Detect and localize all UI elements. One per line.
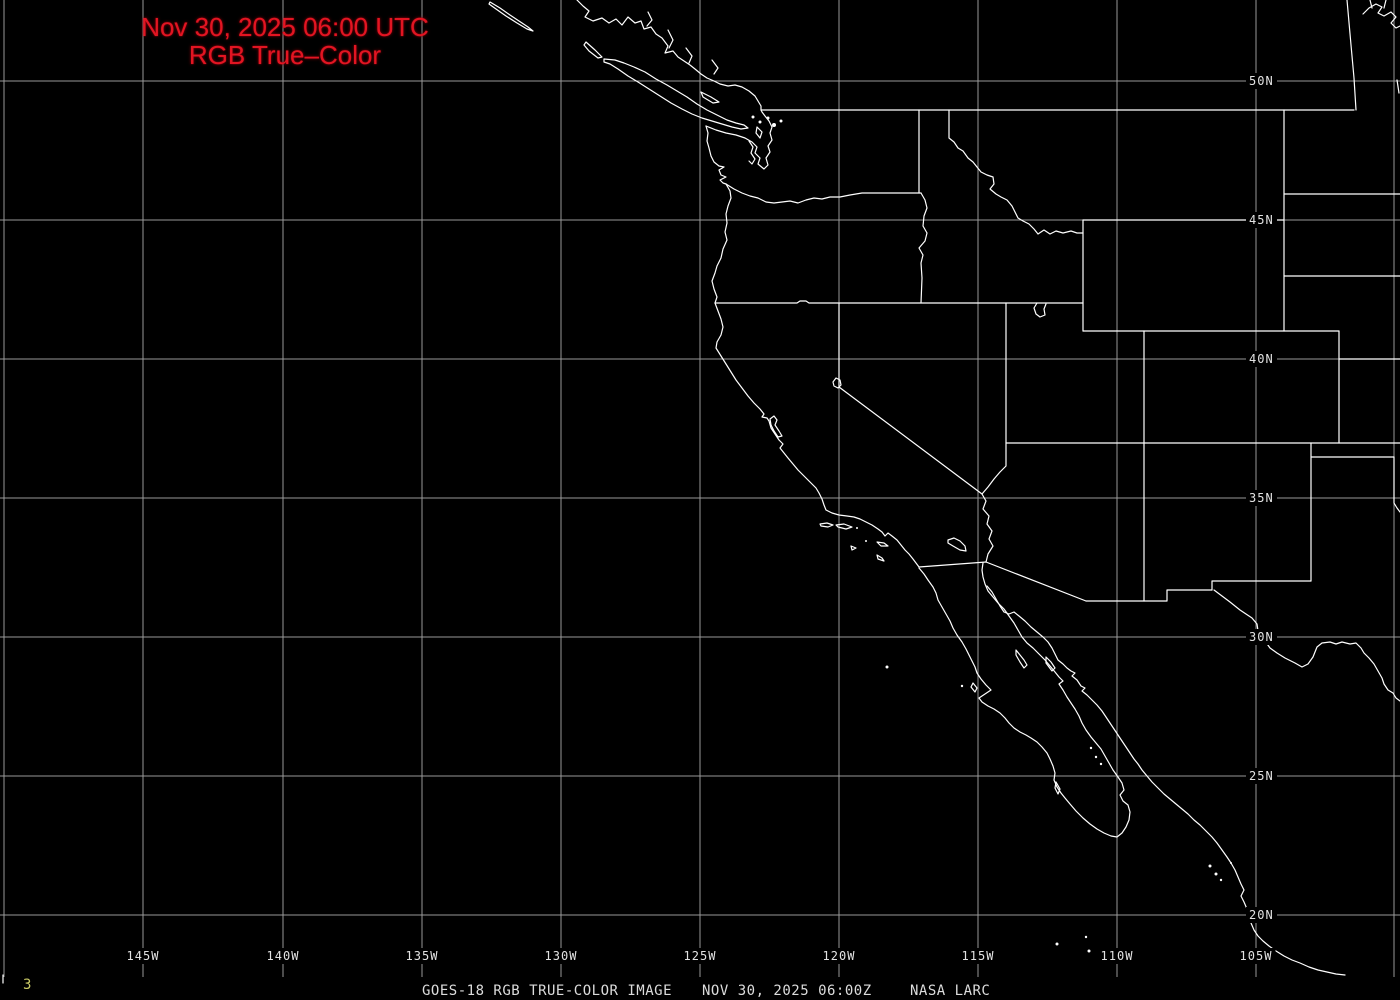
- bc-mainland-coast: [576, 0, 762, 111]
- gulf-island-2: [758, 120, 762, 124]
- timestamp-line: Nov 30, 2025 06:00 UTC: [141, 12, 429, 42]
- calvert-island: [488, 1, 534, 32]
- frame-number: 3: [23, 977, 32, 993]
- magdalena-barrier-island: [1054, 781, 1061, 795]
- product-name-line: RGB True–Color: [188, 40, 382, 70]
- san-juan-island-1: [766, 116, 770, 120]
- lat-label-50N: 50N: [1246, 73, 1277, 89]
- bc-fjords: [646, 11, 719, 75]
- anacapa-island: [856, 527, 858, 529]
- footer-caption: GOES-18 RGB TRUE-COLOR IMAGE NOV 30, 202…: [0, 984, 1400, 1000]
- ca-nv-border-colorado-river: [838, 302, 994, 563]
- guadalupe-island: [885, 665, 889, 669]
- border-31n-segments: [1085, 589, 1213, 602]
- santa-barbara-island: [865, 540, 867, 542]
- lon-label-120W: 120W: [819, 948, 859, 964]
- lat-label-45N: 45N: [1246, 212, 1277, 228]
- lon-label-130W: 130W: [541, 948, 581, 964]
- lon-label-135W: 135W: [402, 948, 442, 964]
- footer-credit-text: NASA LARC: [910, 983, 991, 999]
- border-42n: [714, 300, 1084, 304]
- lon-label-105W: 105W: [1236, 948, 1276, 964]
- nv-az-colorado-river: [981, 442, 1007, 495]
- san-benito-island: [960, 684, 964, 688]
- lon-label-140W: 140W: [263, 948, 303, 964]
- baja-gulf-islet-3: [1099, 762, 1103, 766]
- islas-marias-3: [1219, 878, 1223, 882]
- san-juan-island-2: [772, 123, 776, 127]
- lat-label-30N: 30N: [1246, 629, 1277, 645]
- sf-bay: [769, 415, 783, 438]
- or-coast: [711, 183, 732, 304]
- footer-product-text: GOES-18 RGB TRUE-COLOR IMAGE: [422, 983, 673, 999]
- hood-canal: [748, 140, 756, 165]
- lon-label-125W: 125W: [680, 948, 720, 964]
- baja-gulf-islet-1: [1089, 746, 1093, 750]
- channel-island-santacruz: [835, 523, 853, 530]
- puget-sound-coast: [705, 109, 773, 170]
- vancouver-island: [603, 58, 749, 130]
- manitoba-lakes: [1362, 0, 1400, 94]
- islas-marias-2: [1214, 872, 1218, 876]
- border-sandiego-yuma: [918, 561, 987, 568]
- whidbey-island: [755, 126, 763, 139]
- baja-gulf-islet-2: [1094, 755, 1098, 759]
- isla-tiburon: [1045, 656, 1056, 672]
- baja-california: [918, 562, 1131, 838]
- san-juan-island-3: [779, 119, 783, 123]
- border-yuma-diagonal: [985, 561, 1087, 602]
- image-timestamp-annotation: Nov 30, 2025 06:00 UTC RGB True–Color: [135, 13, 435, 69]
- wa-or-columbia-river: [725, 183, 922, 204]
- id-mt-divide: [948, 109, 1084, 235]
- isla-angel-de-la-guarda: [1015, 649, 1028, 669]
- ca-coast: [714, 302, 920, 568]
- salton-sea: [947, 537, 967, 552]
- nm-tx-border-32n: [1211, 580, 1312, 591]
- wa-coast: [705, 125, 727, 185]
- lat-label-35N: 35N: [1246, 490, 1277, 506]
- lat-label-25N: 25N: [1246, 768, 1277, 784]
- sonora-sinaloa-coast: [986, 585, 1346, 976]
- lake-tahoe: [832, 377, 842, 389]
- rio-grande: [1213, 589, 1400, 702]
- islas-marias-1: [1208, 864, 1212, 868]
- scott-islands: [583, 41, 603, 59]
- bear-lake: [1033, 302, 1047, 318]
- lon-label-145W: 145W: [123, 948, 163, 964]
- footer-datetime-text: NOV 30, 2025 06:00Z: [702, 983, 872, 999]
- isla-cedros: [970, 682, 978, 693]
- socorro-island-3: [1087, 949, 1091, 953]
- texada-island: [700, 91, 720, 104]
- lat-label-40N: 40N: [1246, 351, 1277, 367]
- socorro-island-2: [1084, 935, 1088, 939]
- tx-ok-border-100w: [1393, 456, 1400, 513]
- gulf-island-1: [751, 115, 755, 119]
- lat-label-20N: 20N: [1246, 907, 1277, 923]
- saskatchewan-manitoba-border: [1346, 0, 1357, 111]
- lon-label-115W: 115W: [958, 948, 998, 964]
- channel-island-catalina: [876, 541, 889, 547]
- or-id-snake-river: [918, 192, 928, 304]
- channel-island-sannicolas: [850, 545, 857, 551]
- lon-label-110W: 110W: [1097, 948, 1137, 964]
- channel-island-santarosa: [819, 522, 834, 528]
- islas-marias-4: [1230, 862, 1232, 864]
- channel-island-sanclemente: [876, 554, 885, 562]
- socorro-island-1: [1055, 942, 1059, 946]
